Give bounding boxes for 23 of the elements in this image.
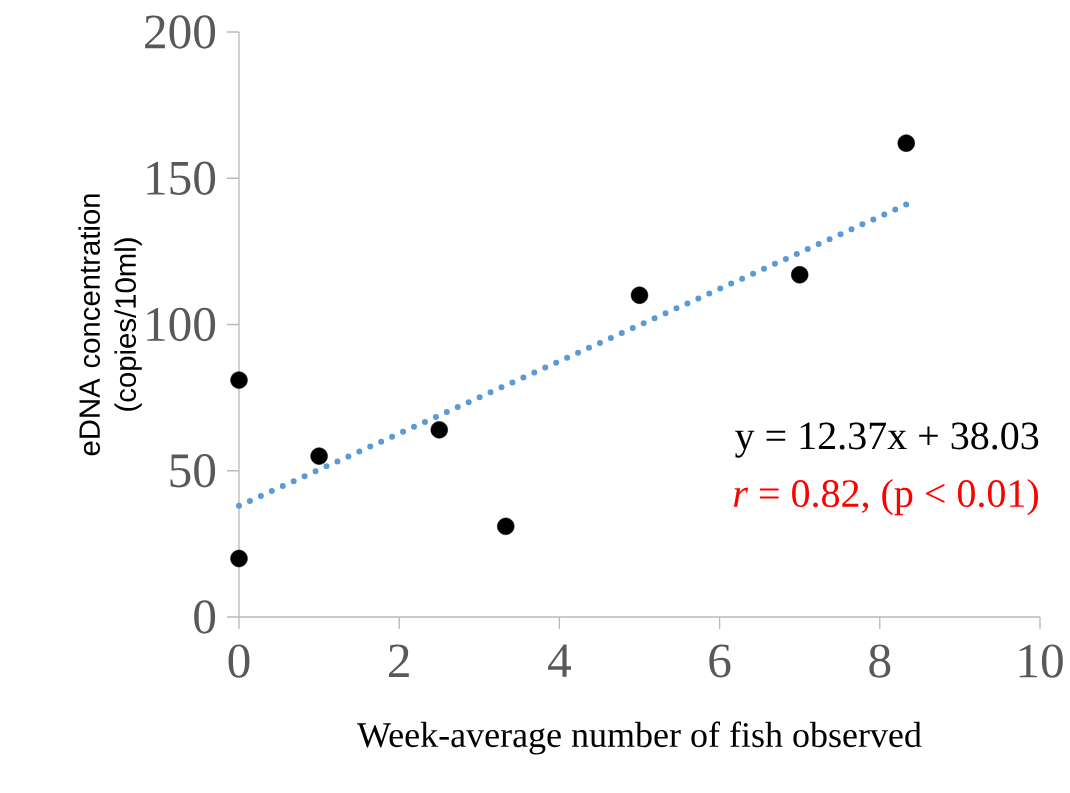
- point: [791, 266, 809, 284]
- x-tick-label: 10: [1019, 644, 1063, 678]
- y-tick-label: 200: [145, 15, 216, 49]
- annotation: y = 12.37x + 38.03: [735, 422, 1039, 458]
- point: [230, 549, 248, 568]
- y-axis-title: eDNA concentration (copies/10ml): [78, 194, 142, 456]
- point: [497, 517, 515, 535]
- y-tick-label: 0: [194, 600, 216, 634]
- x-tick-label: 0: [228, 644, 250, 678]
- x-tick-label: 4: [548, 644, 571, 677]
- point: [310, 447, 328, 465]
- point: [430, 421, 448, 439]
- y-tick-label: 50: [170, 454, 216, 488]
- point: [230, 371, 248, 389]
- annotation: r = 0.82, (p < 0.01): [733, 478, 1038, 516]
- y-tick-label: 100: [147, 307, 216, 342]
- x-tick-label: 8: [869, 644, 891, 678]
- point: [897, 134, 915, 152]
- point: [630, 286, 649, 304]
- x-axis-title: Week-average number of fish observed: [357, 721, 922, 755]
- x-tick-label: 2: [389, 644, 409, 678]
- y-tick-label: 150: [147, 161, 216, 195]
- x-tick-label: 6: [709, 644, 731, 678]
